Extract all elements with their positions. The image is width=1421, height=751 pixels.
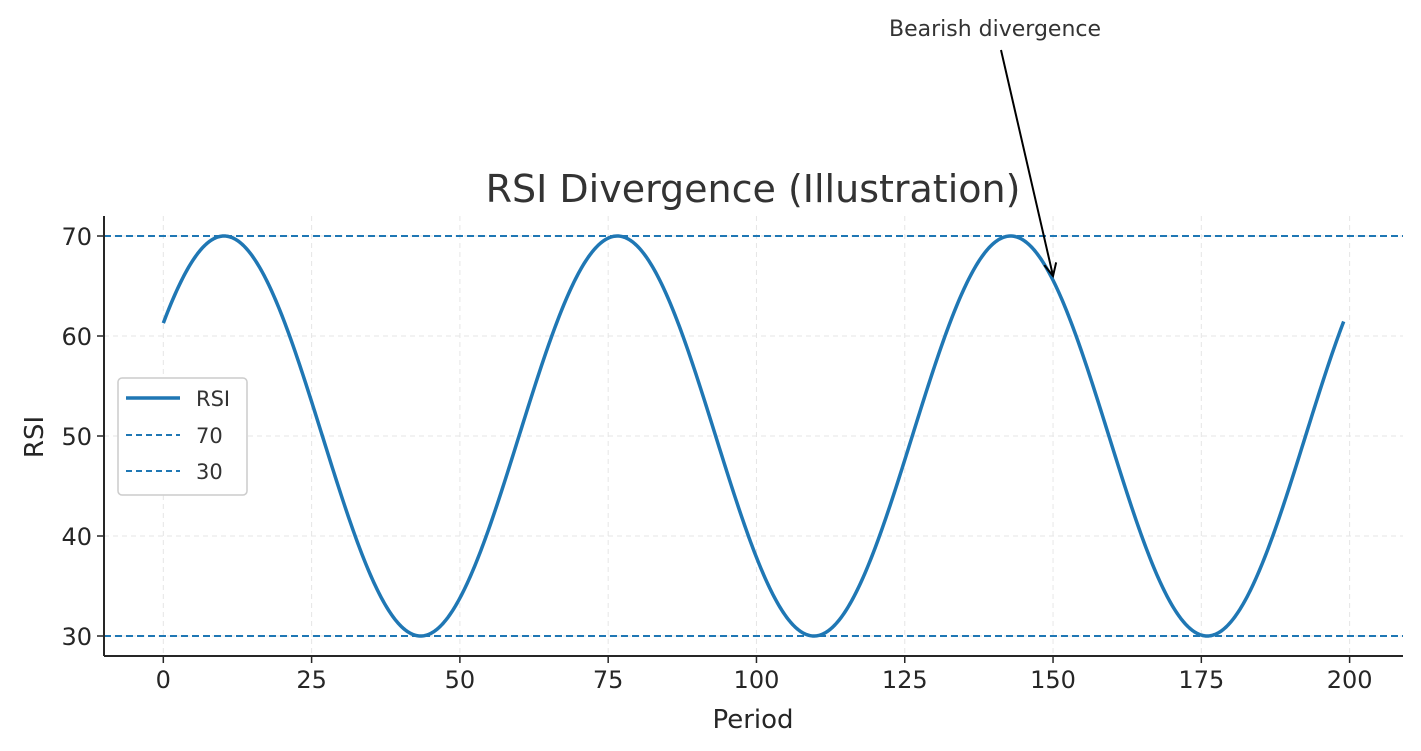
annotation: Bearish divergence [889,17,1101,279]
legend: RSI 70 30 [117,377,248,496]
legend-label-rsi: RSI [196,387,230,411]
x-tick-label: 200 [1327,666,1373,694]
x-tick-label: 75 [593,666,624,694]
x-tick-label: 125 [882,666,928,694]
y-tick-label: 70 [61,223,92,251]
series-line-rsi [161,234,1346,638]
y-tick-label: 50 [61,423,92,451]
legend-label-70: 70 [196,424,223,448]
y-tick-label: 30 [61,623,92,651]
legend-box [117,377,248,496]
y-tick-label: 40 [61,523,92,551]
x-tick-label: 150 [1030,666,1076,694]
annotation-arrow-line [1000,49,1055,277]
x-tick-label: 0 [156,666,171,694]
x-axis-label: Period [712,705,793,735]
axes [97,216,1403,663]
x-tick-label: 25 [296,666,327,694]
series-layer [161,234,1346,638]
threshold-lines [104,235,1403,637]
annotation-text: Bearish divergence [889,17,1101,42]
annotation-arrow-head [1043,262,1058,279]
legend-label-30: 30 [196,460,223,484]
grid-lines [104,216,1403,656]
y-tick-label: 60 [61,323,92,351]
tick-labels: 0 25 50 75 100 125 150 175 200 30 40 50 60 70 [61,223,1372,694]
x-tick-label: 175 [1178,666,1224,694]
x-tick-label: 50 [445,666,476,694]
x-tick-label: 100 [734,666,780,694]
y-axis-label: RSI [20,416,50,458]
chart-title: RSI Divergence (Illustration) [486,167,1021,211]
